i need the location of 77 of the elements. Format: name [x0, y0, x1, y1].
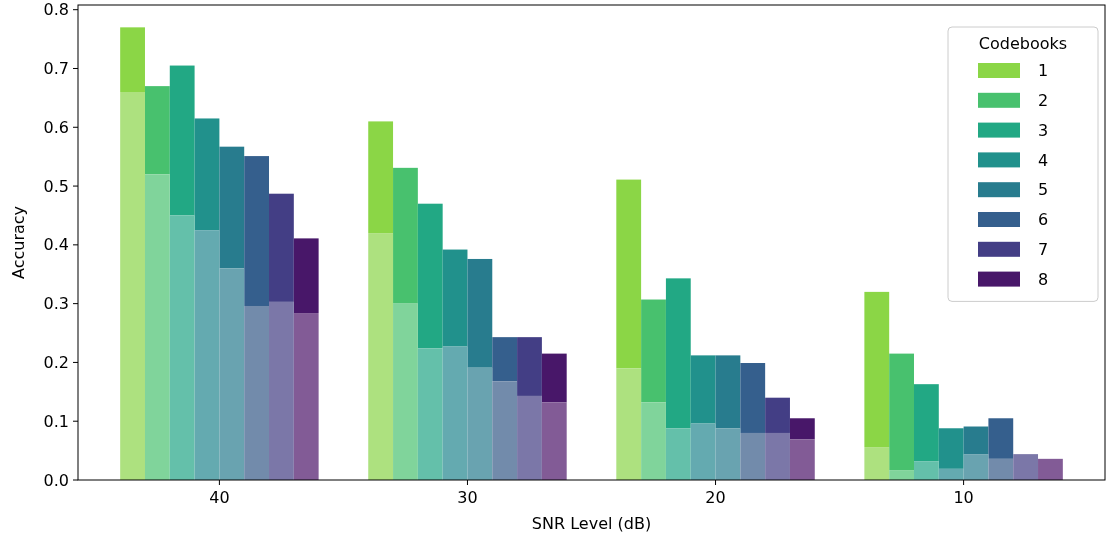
bar: [417, 203, 443, 349]
legend-label: 8: [1038, 269, 1049, 289]
bar: [293, 238, 319, 314]
bar: [616, 368, 642, 480]
bar: [120, 92, 145, 480]
bar: [517, 337, 542, 396]
legend-label: 1: [1038, 61, 1049, 81]
bar: [293, 313, 319, 480]
bar: [665, 428, 691, 480]
bar: [541, 402, 567, 480]
y-tick-label: 0.3: [43, 294, 69, 314]
bar: [789, 439, 815, 480]
x-tick-label: 10: [953, 488, 974, 507]
bar: [641, 402, 666, 480]
bar: [864, 447, 890, 480]
bar: [665, 278, 691, 429]
y-tick-label: 0.5: [43, 176, 69, 196]
bar: [740, 363, 766, 433]
y-tick-label: 0.7: [43, 59, 69, 79]
bar: [467, 258, 493, 368]
y-tick-label: 0.2: [43, 353, 69, 373]
legend-label: 3: [1038, 120, 1049, 140]
x-tick-label: 20: [705, 488, 726, 507]
bar: [393, 303, 418, 480]
bar: [269, 301, 294, 480]
x-tick-label: 40: [209, 488, 230, 507]
bar: [194, 118, 220, 231]
bar: [641, 299, 666, 403]
bar: [938, 428, 964, 469]
legend-title: Codebooks: [978, 34, 1068, 53]
bar: [393, 167, 418, 304]
bar: [740, 432, 766, 480]
bar: [169, 65, 195, 216]
bar: [368, 121, 394, 234]
bar: [120, 27, 145, 92]
bar: [517, 395, 542, 480]
legend-label: 7: [1038, 239, 1049, 259]
x-tick-label: 30: [457, 488, 478, 507]
y-tick-label: 0.4: [43, 235, 69, 255]
bar: [913, 461, 939, 480]
bar: [244, 156, 270, 306]
bar: [715, 355, 741, 429]
bar: [690, 355, 716, 424]
bar: [144, 174, 170, 480]
legend-label: 4: [1038, 150, 1049, 170]
y-tick-label: 0.6: [43, 117, 69, 137]
bar: [269, 193, 294, 302]
bar: [889, 353, 914, 471]
y-tick-label: 0.8: [43, 0, 69, 20]
bar: [368, 233, 394, 480]
y-tick-label: 0.1: [43, 411, 69, 431]
legend-label: 6: [1038, 210, 1049, 230]
legend-label: 2: [1038, 90, 1049, 110]
bar: [244, 305, 270, 480]
x-axis-title: SNR Level (dB): [531, 514, 652, 533]
bar: [492, 337, 518, 382]
legend-label: 5: [1038, 180, 1049, 200]
bar: [1038, 458, 1063, 480]
bar: [913, 384, 939, 462]
bar: [417, 348, 443, 480]
bar: [442, 249, 468, 347]
bar: [789, 418, 815, 440]
bar: [864, 291, 890, 448]
bar: [765, 432, 790, 480]
bar: [1013, 454, 1039, 480]
bar: [492, 381, 518, 480]
bar: [169, 215, 195, 480]
bar: [963, 426, 989, 455]
bar: [765, 397, 790, 433]
bar: [988, 458, 1014, 480]
bar: [541, 353, 567, 403]
bar: [988, 418, 1014, 459]
bar: [219, 146, 245, 269]
y-tick-label: 0.0: [43, 470, 69, 490]
bar: [616, 179, 642, 369]
bar: [144, 86, 170, 175]
y-axis-title: Accuracy: [9, 205, 28, 280]
